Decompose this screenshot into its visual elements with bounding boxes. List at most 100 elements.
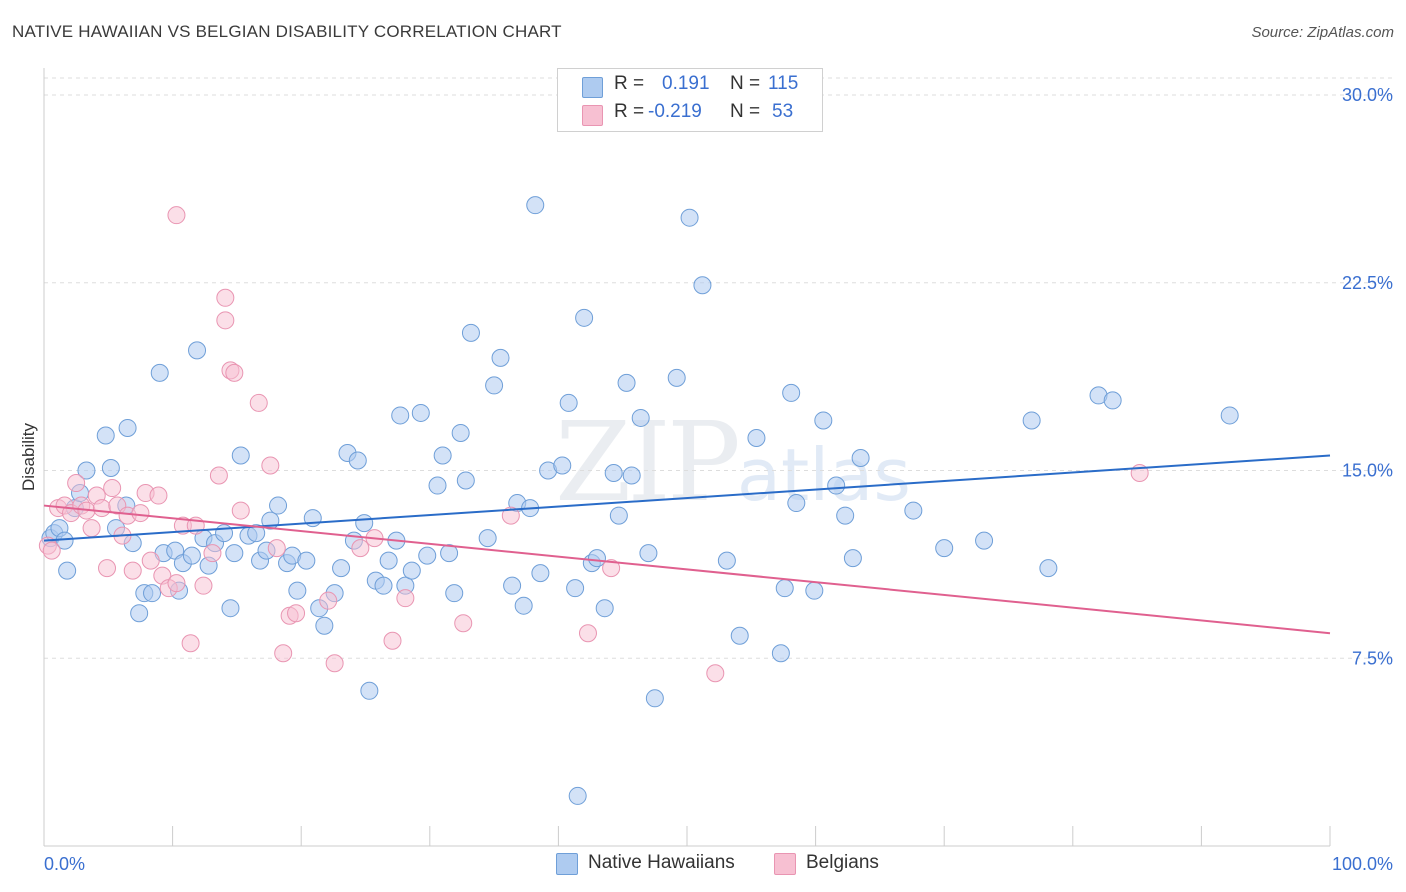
- belgians-point: [287, 604, 306, 623]
- trend-layer: [43, 454, 1331, 635]
- axis-layer: [43, 68, 1331, 847]
- belgians-point: [203, 544, 222, 563]
- belgians-point: [274, 644, 293, 663]
- belgians-point: [261, 456, 280, 475]
- belgians-points: [38, 206, 1149, 683]
- native-hawaiians-point: [639, 544, 658, 563]
- belgians-point: [602, 559, 621, 578]
- native-hawaiians-point: [730, 626, 749, 645]
- native-hawaiians-point: [485, 376, 504, 395]
- belgians-point: [131, 504, 150, 523]
- native-hawaiians-point: [456, 471, 475, 490]
- native-hawaiians-point: [568, 786, 587, 805]
- native-hawaiians-point: [58, 561, 77, 580]
- native-hawaiians-point: [827, 476, 846, 495]
- belgians-point: [578, 624, 597, 643]
- native-hawaiians-point: [717, 551, 736, 570]
- native-hawaiians-point: [215, 524, 234, 543]
- native-hawaiians-point: [503, 576, 522, 595]
- belgians-point: [123, 561, 142, 580]
- belgians-point: [706, 664, 725, 683]
- native-hawaiians-point: [843, 549, 862, 568]
- belgians-point: [225, 363, 244, 382]
- native-hawaiians-point: [975, 531, 994, 550]
- belgians-point: [501, 506, 520, 525]
- native-hawaiians-point: [315, 616, 334, 635]
- legend-swatch-pink: [582, 105, 603, 126]
- tick-label-layer: 7.5% 15.0% 22.5% 30.0% 0.0% 100.0% Disability: [19, 85, 1393, 874]
- native-hawaiians-point: [221, 599, 240, 618]
- watermark-suffix: atlas: [736, 433, 911, 517]
- native-hawaiians-point: [935, 539, 954, 558]
- native-hawaiians-point: [391, 406, 410, 425]
- belgians-point: [209, 466, 228, 485]
- native-hawaiians-point: [374, 576, 393, 595]
- belgians-point: [249, 393, 268, 412]
- native-hawaiians-point: [150, 363, 169, 382]
- native-hawaiians-point: [297, 551, 316, 570]
- native-hawaiians-point: [225, 544, 244, 563]
- native-hawaiians-point: [77, 461, 96, 480]
- native-hawaiians-trendline: [43, 454, 1331, 542]
- belgians-point: [181, 634, 200, 653]
- n-value: 53: [772, 101, 794, 122]
- native-hawaiians-point: [680, 208, 699, 227]
- native-hawaiians-point: [1022, 411, 1041, 430]
- y-tick-label: 15.0%: [1342, 461, 1393, 481]
- native-hawaiians-point: [622, 466, 641, 485]
- n-label: N =: [730, 73, 761, 94]
- native-hawaiians-point: [355, 514, 374, 533]
- native-hawaiians-point: [130, 604, 149, 623]
- native-hawaiians-point: [805, 581, 824, 600]
- native-hawaiians-point: [247, 524, 266, 543]
- native-hawaiians-point: [667, 368, 686, 387]
- grid-layer: [44, 77, 1392, 659]
- native-hawaiians-point: [553, 456, 572, 475]
- native-hawaiians-point: [693, 276, 712, 295]
- y-tick-label: 22.5%: [1342, 273, 1393, 293]
- belgians-point: [167, 574, 186, 593]
- belgians-point: [325, 654, 344, 673]
- native-hawaiians-point: [461, 323, 480, 342]
- belgians-point: [82, 519, 101, 538]
- native-hawaiians-point: [617, 373, 636, 392]
- native-hawaiians-point: [348, 451, 367, 470]
- native-hawaiians-point: [269, 496, 288, 515]
- legend-swatch-blue: [556, 853, 578, 875]
- native-hawaiians-point: [814, 411, 833, 430]
- n-label: N =: [730, 101, 761, 122]
- belgians-point: [167, 206, 186, 225]
- belgians-point: [141, 551, 160, 570]
- native-hawaiians-point: [118, 418, 137, 437]
- native-hawaiians-point: [747, 428, 766, 447]
- native-hawaiians-point: [1220, 406, 1239, 425]
- belgians-point: [149, 486, 168, 505]
- native-hawaiians-point: [526, 196, 545, 215]
- native-hawaiians-point: [96, 426, 115, 445]
- native-hawaiians-points: [41, 196, 1239, 805]
- y-axis-label: Disability: [19, 422, 38, 491]
- native-hawaiians-point: [411, 403, 430, 422]
- native-hawaiians-point: [595, 599, 614, 618]
- native-hawaiians-point: [514, 596, 533, 615]
- native-hawaiians-point: [101, 459, 120, 478]
- belgians-point: [103, 479, 122, 498]
- native-hawaiians-point: [531, 564, 550, 583]
- belgians-point: [216, 288, 235, 307]
- r-label: R =: [614, 73, 645, 94]
- r-value: -0.219: [648, 101, 702, 122]
- belgians-point: [231, 501, 250, 520]
- x-tick-label: 100.0%: [1332, 854, 1393, 874]
- source-label: Source: ZipAtlas.com: [1251, 24, 1394, 41]
- native-hawaiians-point: [609, 506, 628, 525]
- n-value: 115: [768, 73, 799, 94]
- native-hawaiians-point: [402, 561, 421, 580]
- r-value: 0.191: [662, 73, 710, 94]
- native-hawaiians-point: [332, 559, 351, 578]
- native-hawaiians-point: [143, 584, 162, 603]
- chart-title: NATIVE HAWAIIAN VS BELGIAN DISABILITY CO…: [12, 22, 562, 41]
- y-tick-label: 30.0%: [1342, 85, 1393, 105]
- native-hawaiians-point: [451, 423, 470, 442]
- native-hawaiians-point: [491, 348, 510, 367]
